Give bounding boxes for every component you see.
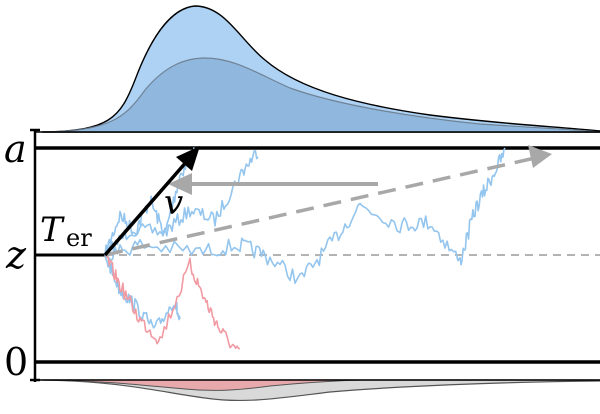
label-drift: v <box>164 183 183 223</box>
sample-paths <box>104 147 506 350</box>
drift-arrow <box>103 146 200 257</box>
drift-arrow-shaft <box>103 158 190 257</box>
gray-dashed-drift-arrow <box>104 156 536 257</box>
upper-density-group <box>41 5 600 133</box>
label-nondecision-main: T <box>40 210 65 250</box>
label-upper-bound: a <box>4 127 27 171</box>
gray-arrows <box>104 145 552 257</box>
label-nondecision-sub: er <box>66 224 92 252</box>
lower-density-group <box>41 379 600 402</box>
upper-density-inner <box>41 57 600 133</box>
lower-density-red <box>41 379 361 391</box>
gray-return-arrowhead <box>168 173 192 195</box>
drift-arrowhead <box>176 146 200 171</box>
label-lower-bound: 0 <box>4 340 28 384</box>
gray-dashed-arrowhead <box>528 145 552 168</box>
sample-path-upper-2 <box>104 150 259 256</box>
label-start-point: z <box>5 233 27 277</box>
sample-path-lower-1 <box>104 254 241 350</box>
sample-path-upper-3 <box>104 147 506 284</box>
